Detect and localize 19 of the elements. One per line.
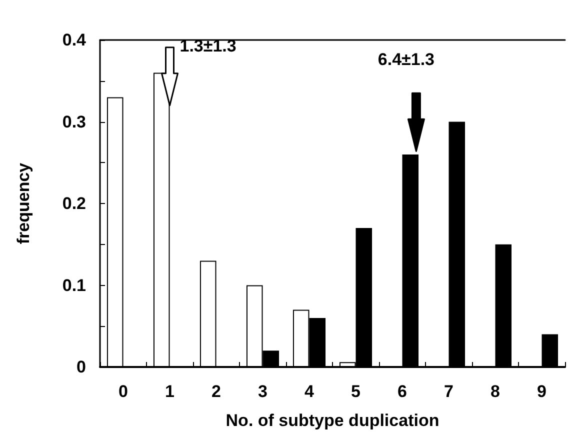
- x-tick-label: 3: [258, 382, 268, 401]
- x-tick-label: 9: [537, 382, 546, 401]
- x-tick-label: 5: [351, 382, 360, 401]
- x-tick-label: 4: [304, 382, 315, 401]
- y-tick-label: 0.4: [62, 30, 87, 50]
- annotation: 1.3±1.3: [180, 36, 236, 56]
- x-axis-title: No. of subtype duplication: [226, 411, 440, 430]
- y-tick-label: 0.3: [62, 112, 86, 132]
- x-tick-label: 1: [165, 382, 174, 401]
- x-tick-label: 2: [212, 382, 221, 401]
- x-tick-label: 7: [444, 382, 454, 401]
- x-tick-label: 6: [398, 382, 407, 401]
- y-tick-label: 0.1: [62, 276, 86, 295]
- y-tick-label: 0.2: [62, 194, 86, 213]
- x-tick-label: 0: [118, 382, 128, 401]
- y-axis-title: frequency: [14, 162, 33, 244]
- annotation: 6.4±1.3: [378, 50, 435, 70]
- y-tick-label: 0: [76, 358, 86, 376]
- x-tick-label: 8: [490, 382, 500, 401]
